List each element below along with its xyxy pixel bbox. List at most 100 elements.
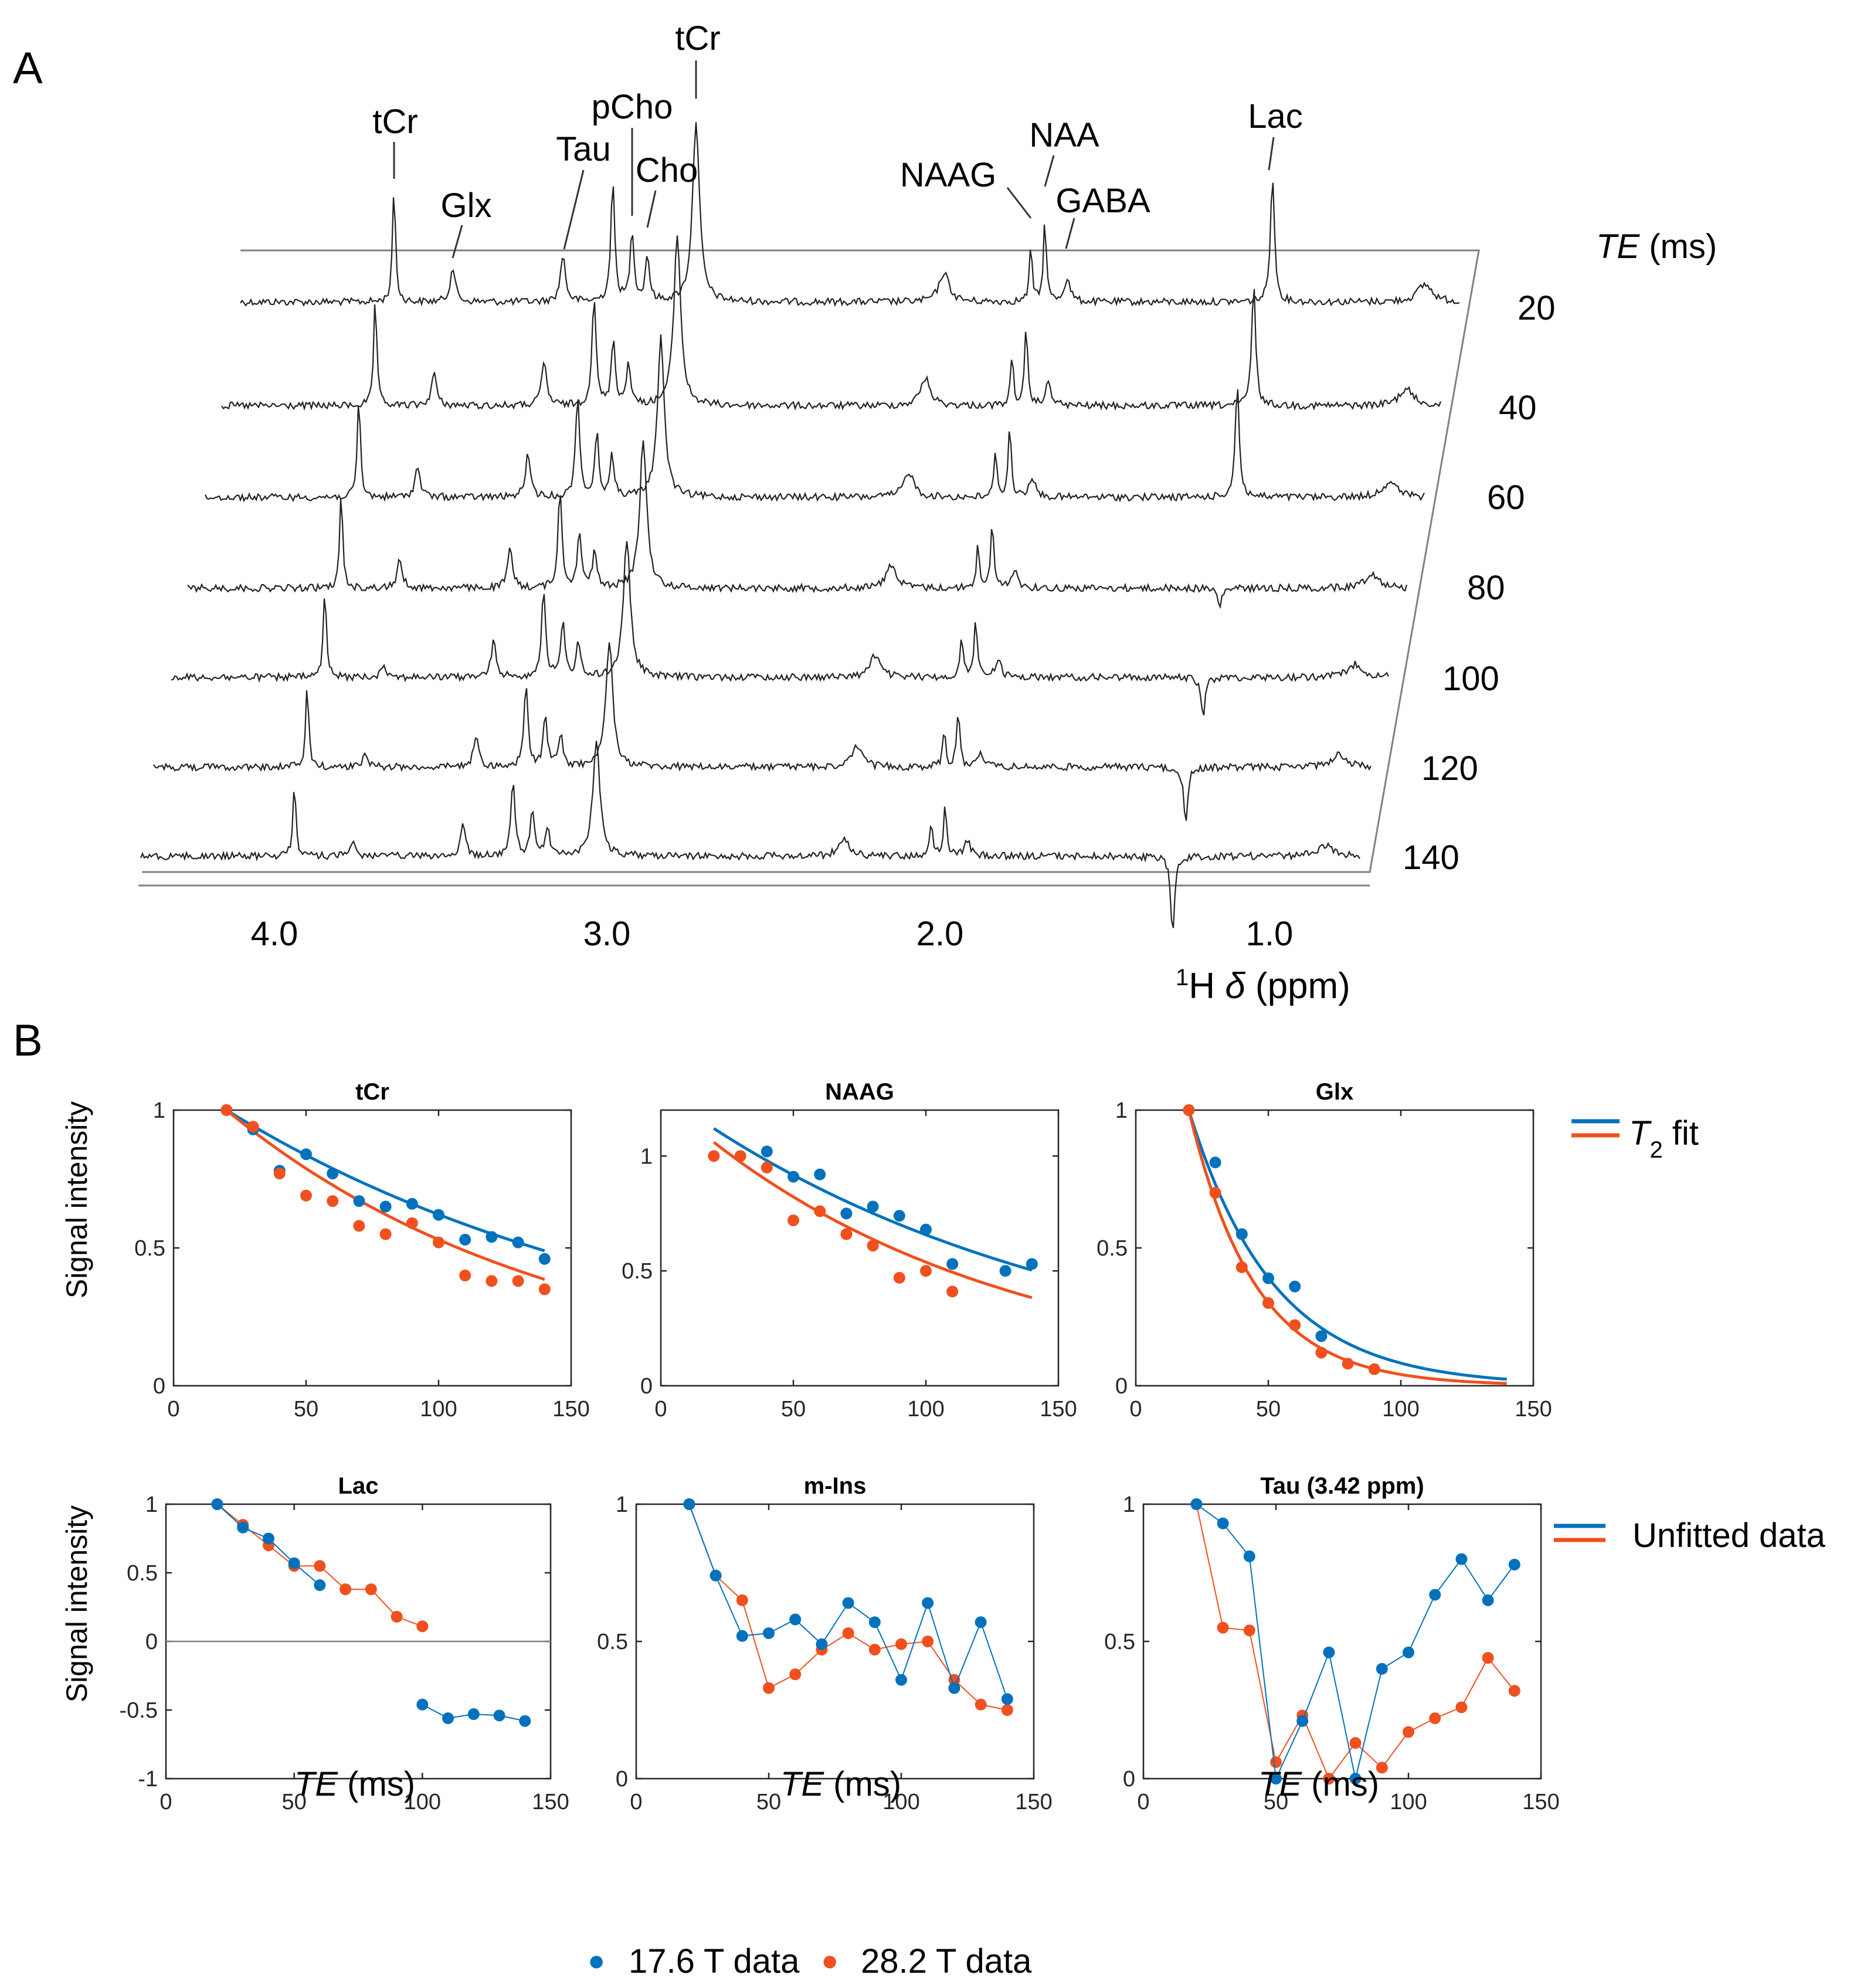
- y-tick-label: 0: [1123, 1767, 1135, 1792]
- data-point: [1508, 1685, 1520, 1697]
- data-point: [459, 1270, 471, 1281]
- data-point: [1455, 1701, 1468, 1714]
- data-point: [867, 1240, 879, 1252]
- data-point: [946, 1258, 959, 1270]
- x-tick-label: 150: [1522, 1790, 1559, 1814]
- x-tick-label: 150: [1040, 1397, 1077, 1422]
- data-point: [946, 1285, 959, 1298]
- ppm-tick: 1.0: [1246, 915, 1294, 953]
- data-point: [1296, 1715, 1309, 1727]
- peak-label: tCr: [372, 103, 417, 141]
- axes-box: [1135, 1109, 1535, 1387]
- x-axis-label: TE (ms): [294, 1765, 415, 1803]
- y-tick-label: -0.5: [120, 1698, 158, 1723]
- x-tick-label: 50: [1264, 1790, 1288, 1814]
- data-point: [922, 1597, 934, 1609]
- peak-label: Glx: [441, 186, 492, 225]
- data-point: [1217, 1621, 1229, 1634]
- legend-marker-282: ●: [821, 1944, 839, 1977]
- data-point: [1262, 1297, 1274, 1309]
- data-point: [868, 1644, 881, 1656]
- te-label: 40: [1499, 389, 1537, 427]
- data-point: [220, 1104, 233, 1116]
- data-point: [406, 1197, 418, 1210]
- x-tick-label: 0: [630, 1790, 642, 1814]
- fit-curve: [225, 1109, 545, 1281]
- x-tick-label: 50: [756, 1790, 781, 1814]
- data-point: [895, 1674, 907, 1686]
- y-tick-label: 0: [640, 1374, 653, 1399]
- data-point: [1429, 1712, 1441, 1725]
- data-point: [1403, 1726, 1414, 1738]
- data-point: [1235, 1228, 1248, 1240]
- legend-t2-fit: T2 fit: [1571, 1114, 1699, 1163]
- data-point: [467, 1708, 480, 1721]
- data-point: [1482, 1652, 1494, 1664]
- y-tick-label: -1: [138, 1767, 158, 1792]
- data-point: [327, 1168, 339, 1180]
- axes-box: [172, 1109, 572, 1387]
- data-point: [1323, 1773, 1335, 1785]
- data-point: [736, 1594, 748, 1606]
- data-point: [920, 1265, 932, 1277]
- spectrum-trace: [221, 235, 1442, 411]
- y-tick-label: 0: [153, 1374, 165, 1399]
- x-tick-label: 100: [1382, 1397, 1419, 1422]
- x-tick-label: 50: [781, 1397, 806, 1422]
- data-point: [327, 1195, 339, 1207]
- data-point: [761, 1145, 773, 1158]
- data-point: [1376, 1762, 1388, 1774]
- subplot-title: NAAG: [825, 1079, 894, 1105]
- fit-curve: [712, 1141, 1033, 1300]
- data-point: [1262, 1272, 1274, 1284]
- y-tick-label: 0.5: [134, 1236, 165, 1261]
- spectrum-trace: [171, 541, 1389, 716]
- te-label: 100: [1442, 660, 1499, 698]
- data-point: [247, 1121, 259, 1133]
- data-point: [288, 1557, 300, 1569]
- y-axis-label: Signal intensity: [60, 1505, 93, 1702]
- axes-box: [1142, 1503, 1542, 1780]
- data-point: [391, 1610, 403, 1623]
- data-point: [1001, 1704, 1013, 1716]
- ppm-axis: 4.0 3.0 2.0 1.0 1H δ (ppm): [251, 915, 1350, 1006]
- subplot: Lac 0 50 100 150 -1 -0.5 0 0.5 1: [120, 1473, 569, 1814]
- data-point: [842, 1627, 854, 1639]
- peak-label: pCho: [592, 88, 673, 126]
- data-point: [734, 1150, 746, 1162]
- x-axis-label: TE (ms): [780, 1765, 901, 1803]
- y-tick-label: 0.5: [1104, 1630, 1135, 1654]
- data-point: [273, 1168, 286, 1180]
- data-point: [763, 1682, 775, 1694]
- peak-label: NAA: [1029, 116, 1099, 154]
- axes-box: [660, 1109, 1060, 1387]
- spectrum-trace: [204, 334, 1425, 503]
- legend-fit-label: T2 fit: [1629, 1114, 1699, 1163]
- data-point: [840, 1207, 853, 1220]
- data-point: [353, 1195, 365, 1207]
- x-tick-label: 50: [294, 1397, 318, 1422]
- te-label: 80: [1467, 569, 1505, 607]
- peak-label: GABA: [1055, 182, 1150, 220]
- y-tick-label: 1: [153, 1098, 165, 1123]
- peak-leader: [1044, 155, 1055, 187]
- x-tick-label: 150: [532, 1790, 569, 1814]
- peak-label: Cho: [636, 151, 698, 189]
- data-point: [1190, 1498, 1203, 1510]
- data-point: [1217, 1517, 1229, 1529]
- data-point: [1315, 1346, 1328, 1359]
- x-tick-label: 100: [907, 1397, 944, 1422]
- legend-marker-176: ●: [588, 1944, 605, 1977]
- data-point: [442, 1712, 454, 1725]
- legend-series: ● 17.6 T data ● 28.2 T data: [588, 1942, 1032, 1980]
- x-tick-label: 100: [420, 1397, 457, 1422]
- data-point: [763, 1627, 775, 1639]
- data-point: [1209, 1187, 1221, 1199]
- subplot: Glx 0 50 100 150 0 0.5 1: [1097, 1079, 1552, 1422]
- data-point: [211, 1498, 223, 1510]
- y-tick-label: 0: [616, 1767, 628, 1792]
- data-point: [486, 1231, 498, 1243]
- data-point: [1349, 1737, 1362, 1749]
- data-point: [237, 1521, 249, 1534]
